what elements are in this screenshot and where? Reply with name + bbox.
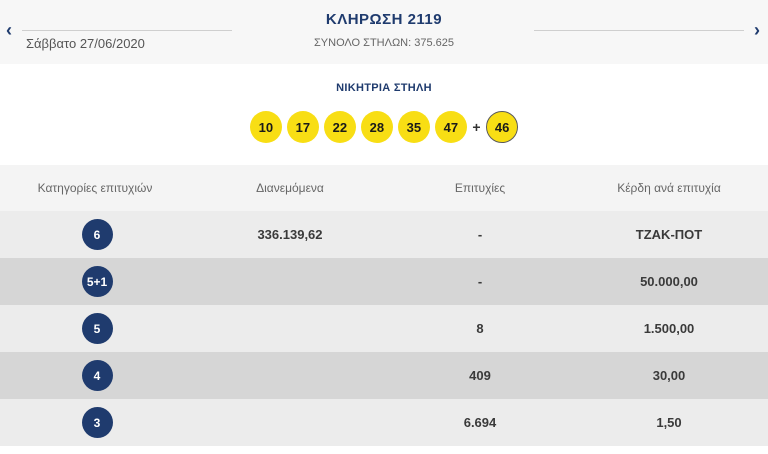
prize-cell: ΤΖΑΚ-ΠΟΤ [635, 227, 703, 242]
draw-title: ΚΛΗΡΩΣΗ 2119 [325, 11, 443, 28]
winning-ball: 22 [323, 111, 356, 143]
winning-ball: 47 [434, 111, 467, 143]
winners-cell: 6.694 [463, 415, 497, 430]
winning-column-label: ΝΙΚΗΤΡΙΑ ΣΤΗΛΗ [336, 82, 432, 94]
draw-date: Σάββατο 27/06/2020 [26, 36, 145, 51]
prize-cell: 30,00 [652, 368, 686, 383]
table-row: 5+1 - 50.000,00 [0, 258, 768, 305]
distributed-cell: 336.139,62 [257, 227, 323, 242]
total-columns: ΣΥΝΟΛΟ ΣΤΗΛΩΝ: 375.625 [313, 37, 455, 49]
winning-numbers: 10 17 22 28 35 47 + 46 [0, 111, 768, 143]
winners-cell: - [477, 274, 483, 289]
table-row: 3 6.694 1,50 [0, 399, 768, 446]
table-header-row: Κατηγορίες επιτυχιών Διανεμόμενα Επιτυχί… [0, 165, 768, 211]
winning-ball: 28 [360, 111, 393, 143]
table-row: 5 8 1.500,00 [0, 305, 768, 352]
header-divider-left [22, 30, 232, 31]
joker-ball: 46 [486, 111, 519, 143]
header-winners: Επιτυχίες [454, 181, 506, 195]
category-badge: 3 [81, 407, 113, 438]
prize-cell: 1.500,00 [643, 321, 695, 336]
winning-ball: 10 [249, 111, 282, 143]
prize-table: Κατηγορίες επιτυχιών Διανεμόμενα Επιτυχί… [0, 165, 768, 446]
header-prize: Κέρδη ανά επιτυχία [617, 181, 721, 195]
plus-sign: + [472, 119, 481, 135]
prize-cell: 50.000,00 [640, 274, 698, 289]
winning-ball: 17 [286, 111, 319, 143]
table-row: 6 336.139,62 - ΤΖΑΚ-ΠΟΤ [0, 211, 768, 258]
category-badge: 5+1 [81, 266, 113, 297]
header-distributed: Διανεμόμενα [256, 181, 324, 195]
header-categories: Κατηγορίες επιτυχιών [37, 181, 153, 195]
chevron-left-icon[interactable]: ‹ [6, 20, 12, 40]
category-badge: 5 [81, 313, 113, 344]
chevron-right-icon[interactable]: › [754, 20, 760, 40]
table-row: 4 409 30,00 [0, 352, 768, 399]
draw-header: ‹ Σάββατο 27/06/2020 ΚΛΗΡΩΣΗ 2119 ΣΥΝΟΛΟ… [0, 0, 768, 64]
winners-cell: 409 [469, 368, 491, 383]
winners-cell: - [477, 227, 483, 242]
winners-cell: 8 [476, 321, 484, 336]
header-divider-right [534, 30, 744, 31]
category-badge: 6 [81, 219, 113, 250]
winning-ball: 35 [397, 111, 430, 143]
prize-cell: 1,50 [656, 415, 682, 430]
category-badge: 4 [81, 360, 113, 391]
